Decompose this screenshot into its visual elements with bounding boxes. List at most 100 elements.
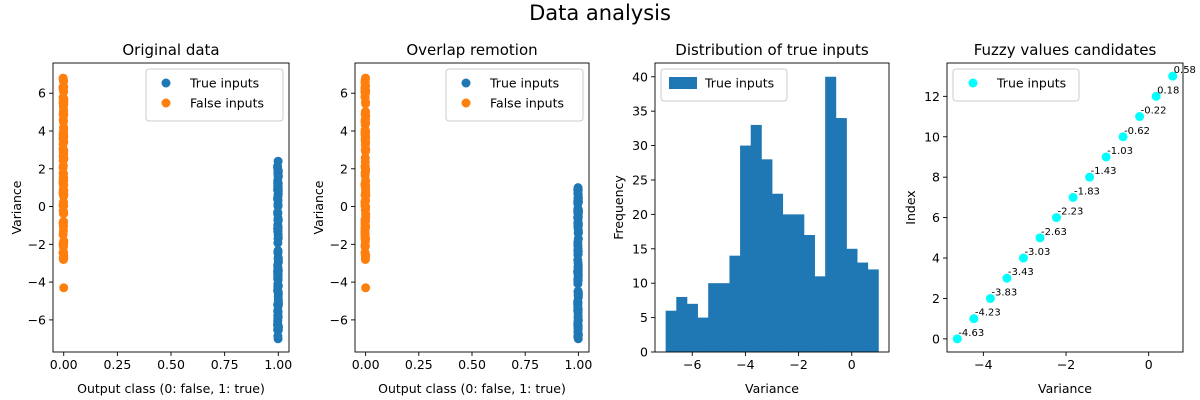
y-axis-label: Index (903, 190, 918, 224)
x-tick-label: 0.25 (405, 357, 433, 372)
figure-suptitle: Data analysis (529, 1, 671, 25)
scatter-point (360, 78, 370, 88)
legend-label: True inputs (489, 76, 559, 91)
x-tick-label: 0.25 (103, 357, 131, 372)
scatter-point (58, 76, 68, 86)
scatter-point (58, 175, 68, 185)
histogram-bar (740, 145, 752, 352)
x-tick-label: −2 (1057, 357, 1075, 372)
x-tick-label: 0.75 (511, 357, 539, 372)
histogram-bar (846, 248, 858, 352)
legend: True inputs False inputs (145, 68, 284, 122)
legend-frame (145, 68, 284, 122)
histogram-bar (697, 317, 709, 352)
scatter-point (360, 157, 370, 167)
subplot-2: 0.00 0.25 0.50 0.75 1.00 −6 −4 −2 0 2 4 6 Overlap re… (311, 41, 592, 396)
legend: True inputs (952, 68, 1080, 102)
point-label: -1.43 (1091, 166, 1117, 177)
scatter-point (58, 151, 68, 161)
scatter-point (59, 238, 69, 248)
histogram-bar (729, 255, 741, 352)
legend-label: True inputs (704, 76, 774, 91)
scatter-point (273, 262, 283, 272)
scatter-point (273, 207, 283, 217)
point-label: 0.18 (1157, 85, 1179, 96)
y-tick-label: 20 (632, 207, 648, 222)
y-tick-label: 2 (340, 161, 348, 176)
legend-frame (952, 68, 1080, 102)
scatter-point (361, 251, 371, 261)
y-tick-label: −2 (28, 237, 46, 252)
point-label: -0.22 (1141, 106, 1167, 117)
scatter-point (1002, 273, 1012, 283)
y-tick-label: 5 (640, 310, 648, 325)
scatter-point (985, 293, 995, 303)
legend-frame (445, 68, 584, 122)
histogram-bar (867, 269, 879, 352)
subplot-title-overlap-remotion: Overlap remotion (406, 41, 537, 59)
legend-marker (161, 78, 171, 88)
scatter-point (360, 190, 370, 200)
axes-frame (946, 62, 1184, 353)
scatter-point (360, 241, 370, 251)
y-tick-label: −6 (330, 312, 348, 327)
scatter-point (59, 283, 69, 293)
x-tick-label: 0 (1145, 357, 1153, 372)
histogram-bar (814, 276, 826, 352)
scatter-point (273, 193, 283, 203)
y-tick-label: 4 (38, 124, 46, 139)
scatter-point (59, 190, 69, 200)
y-tick-label: 0 (340, 199, 348, 214)
point-label: -4.63 (958, 328, 984, 339)
histogram-bar (782, 214, 794, 352)
scatter-point (1018, 253, 1028, 263)
scatter-point (58, 218, 68, 228)
point-label: -3.83 (991, 287, 1017, 298)
scatter-point (952, 334, 962, 344)
y-tick-label: 6 (340, 86, 348, 101)
scatter-point (273, 161, 283, 171)
scatter-point (1101, 152, 1111, 162)
scatter-point (361, 118, 371, 128)
scatter-point (273, 323, 283, 333)
x-tick-label: 0.75 (211, 357, 239, 372)
scatter-point (1135, 112, 1145, 122)
scatter-point (1085, 172, 1095, 182)
scatter-point (360, 227, 370, 237)
histogram-bar (665, 310, 677, 352)
y-tick-label: 6 (932, 210, 940, 225)
x-axis-label: Variance (1038, 381, 1092, 396)
histogram-bar (793, 214, 805, 352)
scatter-point (361, 97, 371, 107)
legend-label: True inputs (189, 76, 259, 91)
scatter-point (273, 254, 283, 264)
y-tick-label: 0 (640, 345, 648, 360)
point-label: -1.83 (1074, 186, 1100, 197)
scatter-point (58, 132, 68, 142)
scatter-point (573, 272, 583, 282)
x-tick-label: −6 (683, 357, 701, 372)
point-label: -2.23 (1058, 207, 1084, 218)
y-tick-label: 8 (932, 170, 940, 185)
legend-marker (461, 78, 471, 88)
legend-marker (461, 98, 471, 108)
histogram-bar (825, 76, 837, 352)
subplot-title-distribution-of-true-inputs: Distribution of true inputs (675, 41, 869, 59)
y-axis-label: Variance (311, 180, 326, 234)
x-tick-label: 1.00 (564, 357, 592, 372)
scatter-point (59, 105, 69, 115)
scatter-point (573, 329, 583, 339)
subplot-1: 0.00 0.25 0.50 0.75 1.00 −6 −4 −2 0 2 4 6 Original d… (9, 41, 292, 396)
scatter-point (1035, 233, 1045, 243)
histogram-bar (718, 283, 730, 352)
x-tick-label: 0.50 (157, 357, 185, 372)
point-label: 0.58 (1174, 65, 1196, 76)
scatter-point (58, 83, 68, 93)
x-tick-label: 0.00 (352, 357, 380, 372)
axes-frame (654, 62, 890, 353)
y-tick-label: 10 (924, 129, 940, 144)
scatter-point (273, 230, 283, 240)
scatter-point (573, 291, 583, 301)
scatter-point (360, 171, 370, 181)
histogram-bar (835, 118, 847, 352)
